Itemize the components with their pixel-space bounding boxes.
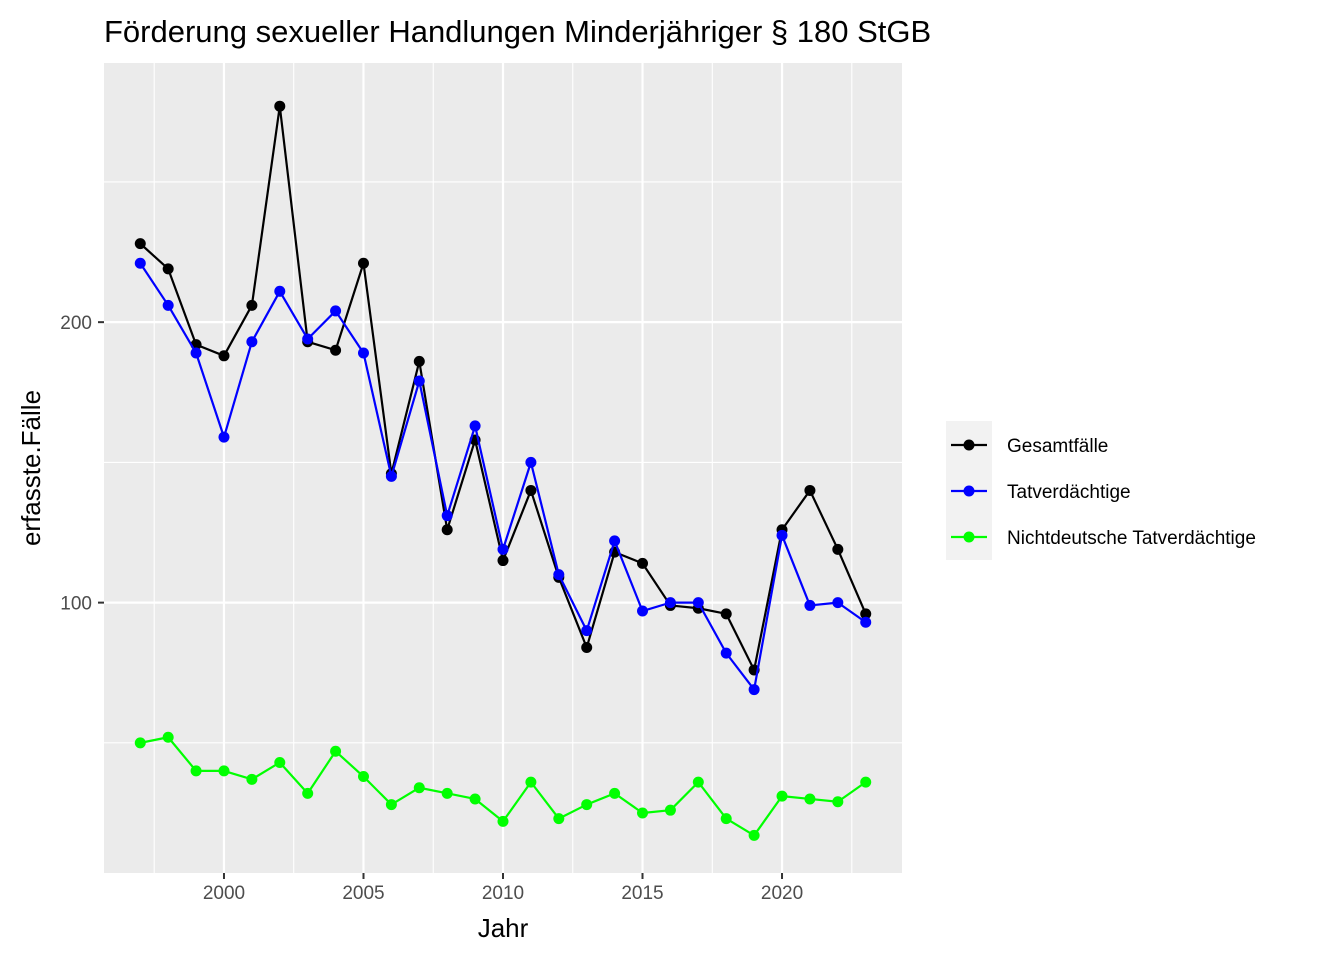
data-point bbox=[664, 804, 676, 816]
data-point bbox=[553, 813, 565, 825]
legend-label: Tatverdächtige bbox=[1007, 482, 1131, 503]
x-tick-label: 2005 bbox=[342, 883, 384, 904]
data-point bbox=[246, 773, 258, 785]
data-point bbox=[246, 336, 258, 348]
data-point bbox=[553, 569, 565, 581]
data-point bbox=[469, 420, 481, 432]
data-point bbox=[497, 555, 509, 567]
data-point bbox=[776, 529, 788, 541]
data-point bbox=[748, 684, 760, 696]
data-point bbox=[720, 608, 732, 620]
data-point bbox=[637, 557, 649, 569]
data-point bbox=[385, 799, 397, 811]
data-point bbox=[162, 299, 174, 311]
y-tick-label: 200 bbox=[60, 313, 92, 334]
legend-label: Nichtdeutsche Tatverdächtige bbox=[1007, 528, 1256, 549]
data-point bbox=[860, 608, 872, 620]
data-point bbox=[720, 647, 732, 659]
data-point bbox=[357, 257, 369, 269]
series-Nichtdeutsche Tatverdächtige bbox=[134, 731, 872, 841]
data-point bbox=[581, 625, 593, 637]
data-point bbox=[218, 765, 230, 777]
data-point bbox=[134, 257, 146, 269]
x-tick-label: 2000 bbox=[203, 883, 245, 904]
data-point bbox=[274, 756, 286, 768]
data-point bbox=[330, 745, 342, 757]
data-point bbox=[748, 829, 760, 841]
axis-ticks: 2000 2005 2010 2015 2020 100 200 bbox=[60, 313, 803, 904]
legend-key-point bbox=[963, 485, 975, 497]
data-point bbox=[357, 347, 369, 359]
data-point bbox=[832, 543, 844, 555]
x-tick-label: 2020 bbox=[761, 883, 803, 904]
y-axis-title: erfasste.Fälle bbox=[16, 390, 46, 546]
x-tick-label: 2015 bbox=[621, 883, 663, 904]
legend-label: Gesamtfälle bbox=[1007, 436, 1108, 457]
data-point bbox=[581, 642, 593, 654]
series-Tatverdächtige bbox=[134, 257, 872, 696]
data-point bbox=[441, 787, 453, 799]
data-point bbox=[804, 793, 816, 805]
data-point bbox=[637, 807, 649, 819]
data-point bbox=[637, 605, 649, 617]
data-point bbox=[860, 776, 872, 788]
grid-minor bbox=[104, 63, 902, 873]
data-point bbox=[274, 100, 286, 112]
data-point bbox=[246, 299, 258, 311]
data-point bbox=[776, 790, 788, 802]
grid-major bbox=[104, 63, 902, 873]
data-point bbox=[413, 375, 425, 387]
data-point bbox=[525, 776, 537, 788]
data-point bbox=[832, 597, 844, 609]
legend-key-point bbox=[963, 531, 975, 543]
data-point bbox=[720, 813, 732, 825]
data-point bbox=[162, 731, 174, 743]
data-point bbox=[692, 597, 704, 609]
data-point bbox=[469, 793, 481, 805]
legend: Gesamtfälle Tatverdächtige Nichtdeutsche T… bbox=[946, 421, 1256, 560]
data-point bbox=[525, 484, 537, 496]
data-point bbox=[302, 333, 314, 345]
data-point bbox=[497, 543, 509, 555]
x-tick-label: 2010 bbox=[482, 883, 524, 904]
series-layer bbox=[134, 100, 872, 841]
data-point bbox=[441, 524, 453, 536]
data-point bbox=[218, 431, 230, 443]
data-point bbox=[692, 776, 704, 788]
data-point bbox=[162, 263, 174, 275]
data-point bbox=[804, 484, 816, 496]
data-point bbox=[609, 787, 621, 799]
data-point bbox=[441, 510, 453, 522]
data-point bbox=[274, 285, 286, 297]
data-point bbox=[190, 347, 202, 359]
data-point bbox=[134, 238, 146, 250]
data-point bbox=[804, 599, 816, 611]
data-point bbox=[357, 771, 369, 783]
data-point bbox=[525, 456, 537, 468]
data-point bbox=[832, 796, 844, 808]
data-point bbox=[190, 765, 202, 777]
chart-title: Förderung sexueller Handlungen Minderjäh… bbox=[104, 14, 931, 49]
data-point bbox=[302, 787, 314, 799]
data-point bbox=[581, 799, 593, 811]
data-point bbox=[385, 470, 397, 482]
data-point bbox=[413, 355, 425, 367]
x-axis-title: Jahr bbox=[478, 913, 529, 943]
data-point bbox=[218, 350, 230, 362]
data-point bbox=[330, 305, 342, 317]
data-point bbox=[134, 737, 146, 749]
data-point bbox=[413, 782, 425, 794]
data-point bbox=[497, 815, 509, 827]
data-point bbox=[860, 616, 872, 628]
data-point bbox=[664, 597, 676, 609]
y-tick-label: 100 bbox=[60, 594, 92, 615]
data-point bbox=[609, 535, 621, 547]
data-point bbox=[330, 344, 342, 356]
legend-key-point bbox=[963, 439, 975, 451]
